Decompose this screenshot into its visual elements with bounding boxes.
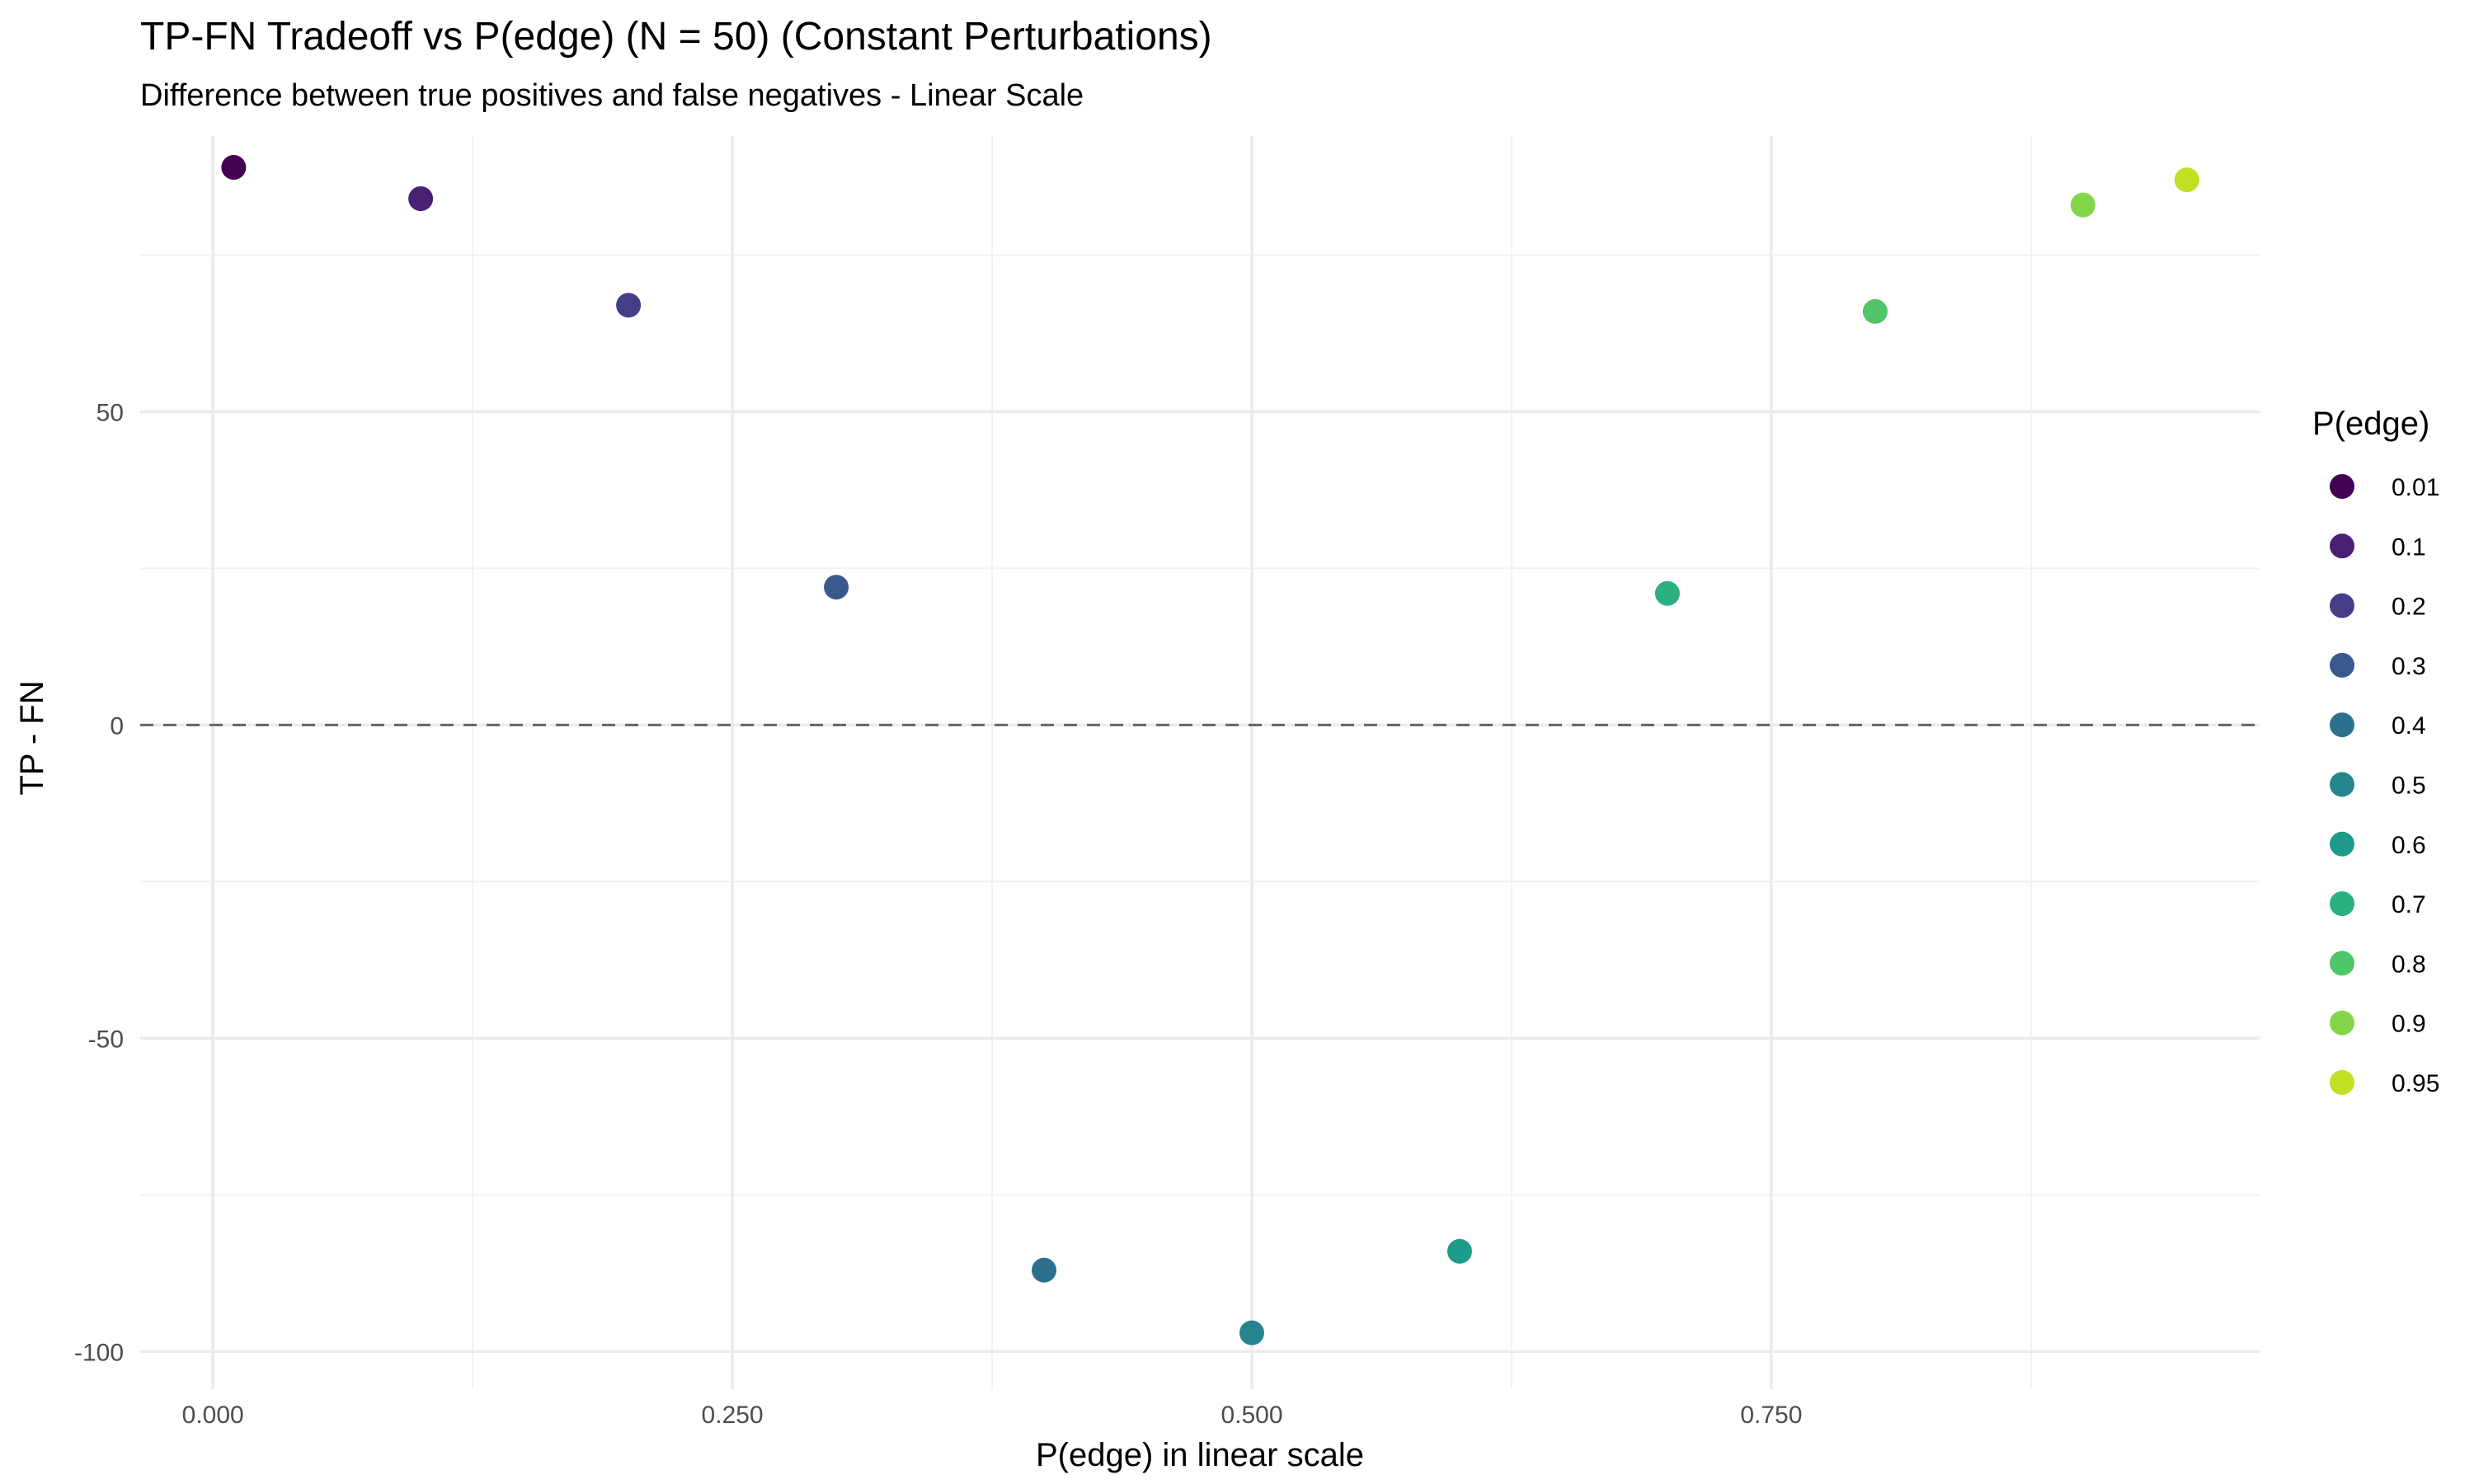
data-point	[1239, 1320, 1264, 1345]
data-points	[221, 155, 2199, 1345]
legend-swatch	[2330, 593, 2354, 618]
legend-label: 0.8	[2392, 951, 2426, 978]
data-point	[1654, 580, 1680, 606]
legend-swatch	[2330, 772, 2354, 797]
data-point	[2070, 192, 2095, 218]
y-tick-label: -50	[88, 1026, 124, 1053]
x-axis-ticks: 0.000 0.250 0.500 0.750	[182, 1402, 1803, 1429]
data-point	[221, 155, 247, 180]
legend-label: 0.2	[2392, 594, 2426, 621]
data-point	[408, 186, 434, 211]
legend-swatch	[2330, 474, 2354, 499]
legend-label: 0.95	[2392, 1070, 2439, 1097]
chart-title: TP-FN Tradeoff vs P(edge) (N = 50) (Cons…	[140, 15, 1212, 59]
data-point	[2174, 167, 2199, 193]
y-axis-ticks: -100 -50 0 50	[74, 399, 124, 1366]
legend-swatch	[2330, 1070, 2354, 1095]
legend-label: 0.3	[2392, 653, 2426, 680]
legend-swatch	[2330, 652, 2354, 678]
x-axis-title: P(edge) in linear scale	[1036, 1437, 1364, 1473]
legend-title: P(edge)	[2312, 406, 2429, 442]
legend-swatch	[2330, 951, 2354, 976]
legend-swatch	[2330, 712, 2354, 738]
x-tick-label: 0.750	[1740, 1402, 1802, 1429]
y-tick-label: 0	[110, 712, 124, 740]
legend-label: 0.5	[2392, 773, 2426, 800]
legend-label: 0.1	[2392, 533, 2426, 561]
x-tick-label: 0.000	[182, 1402, 244, 1429]
data-point	[1446, 1238, 1472, 1264]
legend-swatch	[2330, 891, 2354, 917]
legend-swatch	[2330, 1010, 2354, 1036]
legend-swatch	[2330, 831, 2354, 857]
x-tick-label: 0.250	[702, 1402, 764, 1429]
legend-label: 0.4	[2392, 712, 2426, 740]
legend-items: 0.01 0.1 0.2 0.3 0.4 0.5 0.6 0.7 0.8 0.9 0.95	[2330, 474, 2439, 1097]
legend-label: 0.9	[2392, 1011, 2426, 1038]
legend: P(edge) 0.010.10.20.30.40.50.60.70.80.90…	[2312, 406, 2439, 1097]
x-tick-label: 0.500	[1221, 1402, 1282, 1429]
data-point	[824, 575, 849, 600]
y-tick-label: 50	[96, 399, 124, 426]
chart-subtitle: Difference between true positives and fa…	[140, 78, 1084, 113]
plot-grid	[140, 136, 2260, 1389]
y-tick-label: -100	[74, 1339, 124, 1366]
y-axis-title: TP - FN	[14, 680, 50, 795]
legend-label: 0.7	[2392, 891, 2426, 918]
legend-label: 0.6	[2392, 832, 2426, 859]
data-point	[616, 293, 642, 318]
legend-swatch	[2330, 533, 2354, 559]
data-point	[1862, 298, 1888, 324]
legend-label: 0.01	[2392, 474, 2439, 501]
data-point	[1032, 1257, 1057, 1283]
